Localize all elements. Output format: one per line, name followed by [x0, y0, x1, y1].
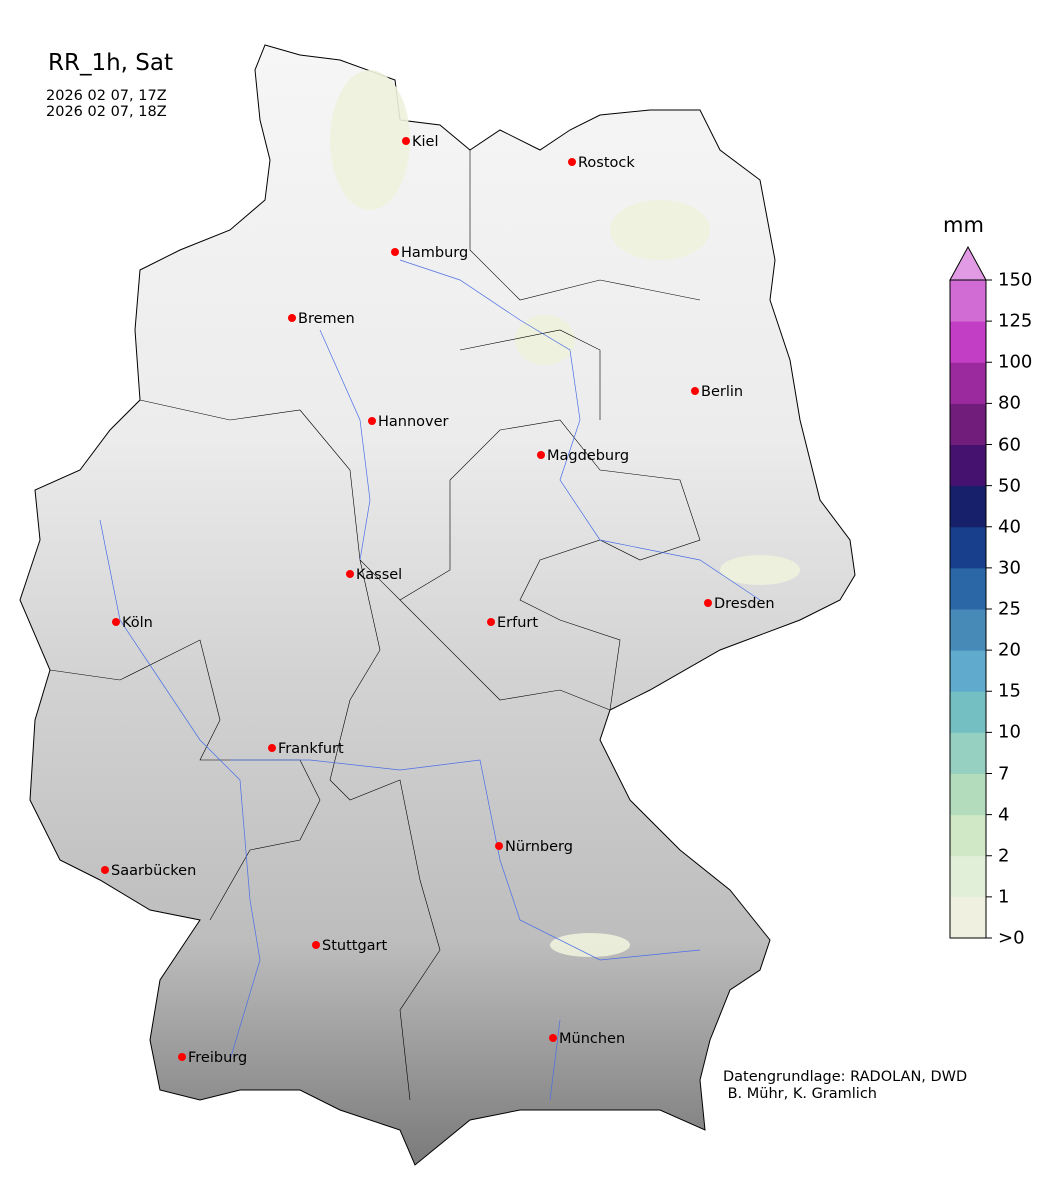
city-marker: [549, 1034, 557, 1042]
germany-outline: [19, 44, 856, 1166]
map-title: RR_1h, Sat: [48, 50, 174, 76]
colorbar-segment: [950, 855, 986, 898]
colorbar-tick-label: 30: [998, 557, 1021, 579]
city-marker: [346, 570, 354, 578]
colorbar-segment: [950, 650, 986, 692]
city-label: Dresden: [714, 596, 775, 612]
city-marker: [101, 866, 109, 874]
colorbar-segment: [950, 609, 986, 651]
colorbar-segment: [950, 485, 986, 528]
city-marker: [268, 744, 276, 752]
colorbar-tick-label: 15: [998, 680, 1021, 702]
colorbar-segment: [950, 773, 986, 816]
city-label: Rostock: [578, 155, 635, 171]
colorbar-segment: [950, 896, 986, 939]
city-marker: [391, 248, 399, 256]
city-label: Bremen: [298, 311, 355, 327]
city-label: Stuttgart: [322, 938, 388, 954]
colorbar-tick-label: 100: [998, 351, 1033, 373]
colorbar-segment: [950, 403, 986, 445]
colorbar-tick-label: 50: [998, 475, 1021, 497]
city-marker: [487, 618, 495, 626]
colorbar-segment: [950, 732, 986, 774]
colorbar-segment: [950, 280, 986, 322]
rivers: [99, 259, 761, 1101]
colorbar-segment: [950, 814, 986, 857]
city-label: Köln: [122, 615, 153, 631]
city-label: Hamburg: [401, 245, 468, 261]
city-label: Saarbücken: [111, 863, 196, 879]
city-marker: [368, 417, 376, 425]
city-marker: [178, 1053, 186, 1061]
colorbar-tick-label: 40: [998, 516, 1021, 538]
city-label: Hannover: [378, 414, 449, 430]
valid-time: 2026 02 07, 17Z 2026 02 07, 18Z: [46, 88, 167, 120]
city-marker: [537, 451, 545, 459]
city-label: Frankfurt: [278, 741, 344, 757]
valid-from: 2026 02 07, 17Z: [46, 88, 167, 104]
city-marker: [402, 137, 410, 145]
colorbar-segment: [950, 567, 986, 610]
city-label: Kiel: [412, 134, 439, 150]
colorbar-segment: [950, 362, 986, 404]
city-marker: [112, 618, 120, 626]
colorbar-unit: mm: [943, 213, 984, 237]
colorbar-segment: [950, 321, 986, 363]
colorbar: [949, 246, 992, 939]
colorbar-tick-label: 4: [998, 804, 1010, 826]
rain-patches: [330, 70, 800, 957]
colorbar-tick-label: 2: [998, 845, 1010, 867]
colorbar-tick-label: 125: [998, 310, 1033, 332]
colorbar-segment: [950, 526, 986, 569]
city-marker: [568, 158, 576, 166]
colorbar-tick-label: 150: [998, 269, 1033, 291]
credit-text: Datengrundlage: RADOLAN, DWD B. Mühr, K.…: [723, 1069, 968, 1102]
colorbar-tick-label: 60: [998, 434, 1021, 455]
city-marker: [495, 842, 503, 850]
city-label: München: [559, 1031, 625, 1047]
colorbar-tick-label: >0: [998, 927, 1025, 949]
city-marker: [691, 387, 699, 395]
city-marker: [704, 599, 712, 607]
city-label: Berlin: [701, 384, 743, 400]
city-label: Freiburg: [188, 1050, 247, 1066]
city-label: Kassel: [356, 567, 402, 583]
colorbar-tick-label: 1: [998, 886, 1010, 908]
colorbar-tick-label: 7: [998, 763, 1010, 784]
colorbar-extend-arrow: [949, 246, 987, 281]
city-marker: [312, 941, 320, 949]
city-label: Erfurt: [497, 615, 538, 631]
city-marker: [288, 314, 296, 322]
valid-to: 2026 02 07, 18Z: [46, 104, 167, 120]
colorbar-segment: [950, 444, 986, 487]
colorbar-segment: [950, 691, 986, 733]
city-label: Nürnberg: [505, 839, 573, 855]
colorbar-tick-label: 80: [998, 392, 1021, 414]
city-label: Magdeburg: [547, 448, 629, 464]
colorbar-tick-label: 20: [998, 639, 1021, 661]
colorbar-tick-label: 25: [998, 598, 1021, 620]
colorbar-tick-label: 10: [998, 721, 1021, 743]
